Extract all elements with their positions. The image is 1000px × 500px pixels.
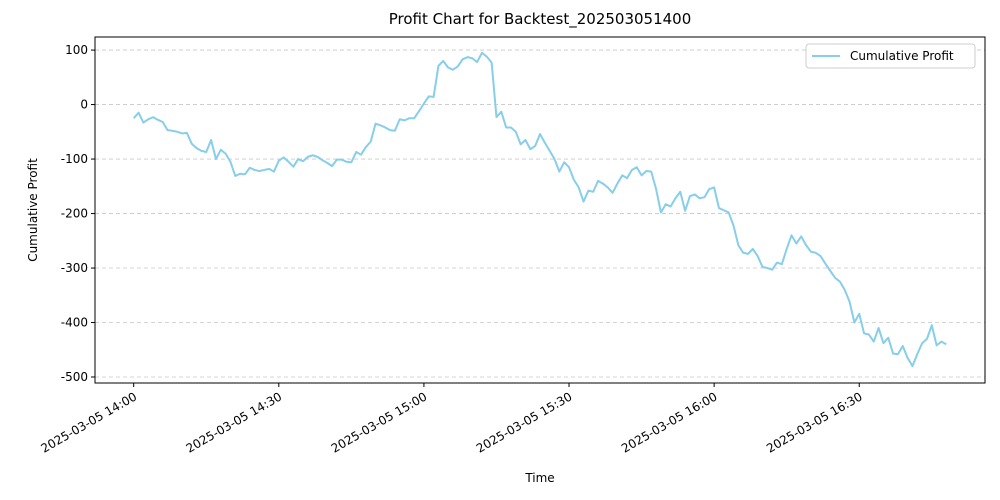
legend-label: Cumulative Profit [850,49,954,63]
y-tick-label: 0 [80,98,88,112]
legend-box [805,43,976,69]
x-axis-label: Time [524,471,554,485]
y-tick-label: 100 [65,43,88,57]
x-tick-label: 2025-03-05 16:30 [764,389,865,455]
y-axis-label: Cumulative Profit [26,158,40,262]
y-tick-label: -200 [61,207,88,221]
plot-frame [94,36,986,384]
legend: Cumulative Profit [805,43,976,69]
y-tick-label: -300 [61,261,88,275]
y-tick-label: -500 [61,370,88,384]
chart-title: Profit Chart for Backtest_202503051400 [389,10,692,29]
data-line [132,51,947,368]
x-tick-label: 2025-03-05 16:00 [619,389,720,455]
x-tick-label: 2025-03-05 15:00 [329,389,430,455]
x-tick-label: 2025-03-05 14:00 [39,389,140,455]
x-tick-label: 2025-03-05 14:30 [184,389,285,455]
y-tick-label: -100 [61,152,88,166]
x-tick-label: 2025-03-05 15:30 [474,389,575,455]
y-tick-label: -400 [61,316,88,330]
